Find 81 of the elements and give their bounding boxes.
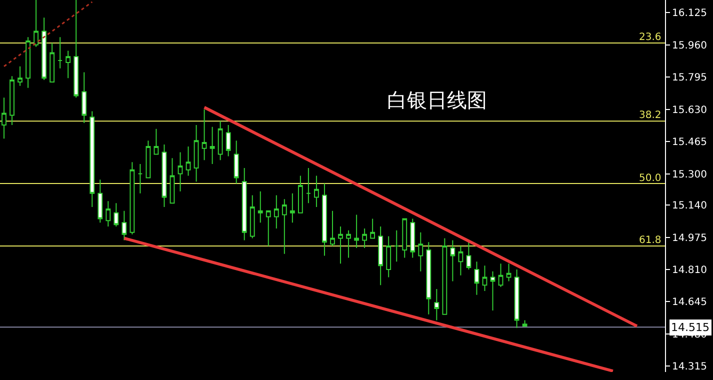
candlestick	[474, 261, 480, 296]
candlestick	[202, 108, 207, 161]
candlestick	[322, 183, 327, 256]
candlestick	[282, 198, 287, 254]
candlestick	[490, 270, 496, 311]
candlestick	[354, 214, 359, 248]
candlestick	[466, 240, 472, 270]
candlestick	[82, 72, 87, 124]
candlestick	[194, 124, 199, 182]
candlestick	[250, 194, 255, 239]
candlestick	[170, 158, 175, 204]
candlestick	[394, 230, 400, 262]
candlestick	[482, 265, 488, 292]
candlestick	[106, 200, 111, 228]
candlestick	[226, 124, 231, 157]
candlestick	[218, 120, 223, 161]
annotation: 38.2	[639, 110, 662, 121]
candlestick	[362, 228, 368, 248]
candlestick	[442, 238, 448, 315]
candlestick	[146, 140, 151, 178]
candlestick	[210, 126, 215, 165]
candlestick	[506, 263, 512, 282]
candlestick	[66, 50, 71, 79]
candlestick	[10, 76, 14, 126]
candlestick	[370, 218, 376, 239]
candlestick	[418, 232, 424, 272]
candlestick	[26, 36, 31, 88]
candlestick	[42, 17, 47, 81]
candlestick	[378, 226, 384, 286]
candlestick	[186, 146, 191, 176]
candlestick	[426, 242, 432, 315]
annotation: 23.6	[639, 32, 662, 43]
candlestick	[330, 210, 335, 247]
candlestick	[498, 263, 504, 288]
candlestick	[314, 175, 319, 208]
candlestick	[386, 236, 392, 278]
y-tick-label: 14.315	[672, 362, 707, 373]
candlestick	[122, 210, 127, 241]
candlestick	[450, 240, 456, 282]
candlestick	[162, 144, 167, 208]
candlestick	[434, 288, 440, 321]
candlestick	[130, 162, 135, 235]
y-tick-label: 15.960	[672, 40, 707, 52]
y-tick-label: 15.300	[672, 169, 707, 180]
candlestick	[514, 268, 520, 329]
candlestick	[114, 202, 119, 228]
candlestick	[50, 42, 55, 83]
candlestick	[58, 36, 63, 69]
y-tick-label: 14.810	[672, 264, 707, 276]
candlestick	[338, 226, 343, 264]
candlestick	[98, 179, 103, 224]
candlestick	[346, 230, 351, 258]
annotation: 50.0	[639, 173, 662, 184]
y-tick-label: 15.140	[672, 200, 707, 212]
candlestick	[258, 190, 263, 224]
y-tick-label: 15.465	[672, 137, 707, 148]
candlestick	[274, 194, 279, 229]
candlestick	[242, 167, 247, 241]
ref-line-label: 14.515	[671, 321, 710, 334]
annotation: 白银日线图	[387, 88, 487, 112]
candlestick	[138, 164, 143, 194]
y-tick-label: 16.125	[672, 8, 707, 20]
annotation: 61.8	[639, 235, 662, 246]
candlestick	[266, 210, 271, 247]
candlestick	[74, 0, 79, 98]
candlestick	[178, 152, 183, 192]
candlestick	[522, 320, 528, 327]
candlestick	[290, 192, 295, 224]
candlestick	[458, 246, 464, 276]
candlestick	[18, 66, 22, 86]
candlestick	[402, 218, 408, 258]
candlestick	[298, 175, 303, 214]
y-tick-label: 15.795	[672, 72, 707, 84]
candlestick	[234, 140, 239, 184]
candlestick	[90, 110, 95, 208]
y-tick-label: 14.645	[672, 297, 707, 308]
candlestick	[410, 218, 416, 258]
y-tick-label: 15.630	[672, 104, 707, 116]
candlestick	[154, 128, 159, 155]
y-tick-label: 14.975	[672, 232, 707, 244]
candlestick	[306, 167, 311, 204]
